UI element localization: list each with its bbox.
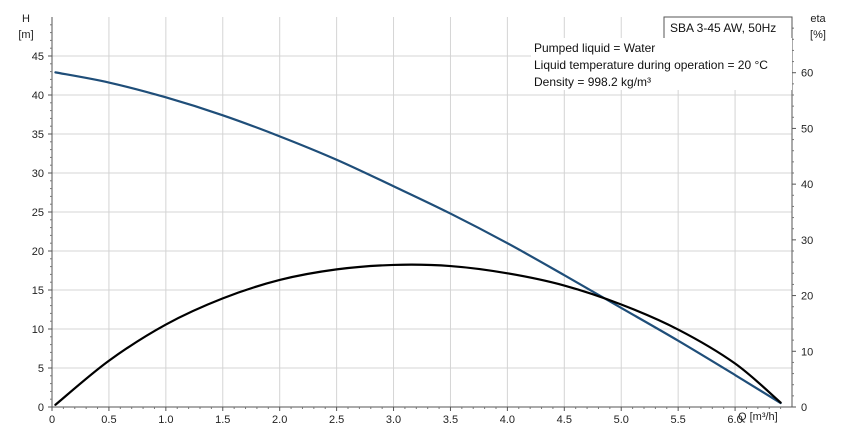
x-tick-label: 3.5 (443, 414, 458, 426)
y-left-tick-label: 25 (32, 207, 44, 219)
y-right-tick-label: 10 (801, 346, 813, 358)
y-left-tick-label: 10 (32, 324, 44, 336)
x-tick-label: 2.5 (329, 414, 344, 426)
info-box (531, 38, 792, 90)
y-left-tick-label: 30 (32, 168, 44, 180)
y-right-tick-label: 40 (801, 179, 813, 191)
y-left-tick-label: 40 (32, 90, 44, 102)
y-left-tick-label: 35 (32, 129, 44, 141)
x-tick-label: 1.5 (215, 414, 230, 426)
x-tick-label: 5.0 (614, 414, 629, 426)
y-right-tick-label: 50 (801, 123, 813, 135)
efficiency-curve (54, 263, 782, 406)
y-left-tick-label: 0 (38, 402, 44, 414)
y-axis-left: 0 5 10 15 20 25 30 35 40 45 (32, 24, 52, 414)
x-tick-label: 2.0 (272, 414, 287, 426)
y-left-tick-label: 5 (38, 363, 44, 375)
y-right-tick-label: 60 (801, 68, 813, 80)
y-left-tick-label: 45 (32, 51, 44, 63)
y-right-axis-unit: [%] (810, 29, 826, 41)
info-line-1: Pumped liquid = Water (534, 41, 655, 55)
info-line-2: Liquid temperature during operation = 20… (534, 58, 768, 72)
x-axis: 0 0.5 1.0 1.5 2.0 2.5 3.0 3.5 4.0 4.5 5.0 5.5 6.0 (49, 407, 782, 426)
x-tick-label: 3.0 (386, 414, 401, 426)
x-tick-label: 1.0 (158, 414, 173, 426)
info-line-3: Density = 998.2 kg/m³ (534, 75, 651, 89)
x-tick-label: 4.5 (557, 414, 572, 426)
x-tick-label: 4.0 (500, 414, 515, 426)
y-left-tick-label: 15 (32, 285, 44, 297)
y-right-axis-label: eta (810, 13, 826, 25)
x-axis-label: Q [m³/h] (738, 411, 778, 423)
y-left-axis-label: H (22, 13, 30, 25)
x-tick-label: 0.5 (101, 414, 116, 426)
y-axis-right: 0 10 20 30 40 50 60 (792, 27, 813, 414)
head-curve (54, 71, 782, 405)
x-tick-label: 6.0 (727, 414, 742, 426)
y-left-axis-unit: [m] (18, 29, 33, 41)
series-group (54, 71, 782, 406)
y-right-tick-label: 20 (801, 291, 813, 303)
y-right-tick-label: 30 (801, 235, 813, 247)
y-left-tick-label: 20 (32, 246, 44, 258)
grid (52, 17, 792, 407)
chart-title: SBA 3-45 AW, 50Hz (670, 21, 776, 35)
x-tick-label: 0 (49, 414, 55, 426)
x-tick-label: 5.5 (671, 414, 686, 426)
y-right-tick-label: 0 (801, 402, 807, 414)
